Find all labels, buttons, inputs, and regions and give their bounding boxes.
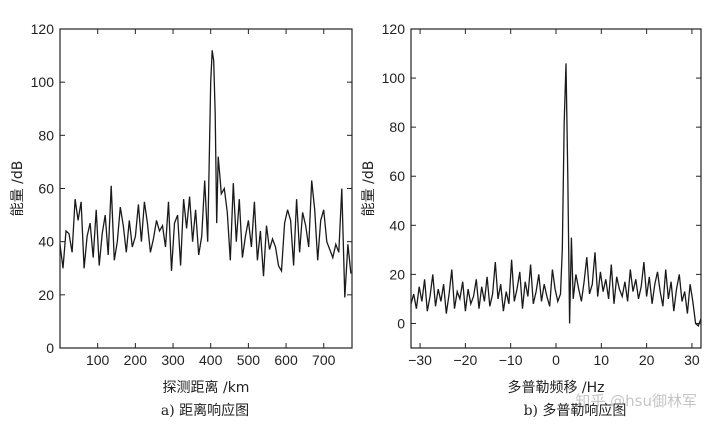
y-tick-label: 60: [38, 181, 54, 197]
watermark-text: 知乎 @hsu御林军: [575, 392, 697, 410]
x-tick-label: −10: [499, 352, 523, 368]
plot-frame: [410, 28, 702, 349]
data-series-line: [410, 63, 702, 328]
y-tick-label: 100: [382, 70, 406, 86]
y-tick-label: 80: [38, 127, 54, 143]
y-tick-label: 0: [46, 340, 54, 356]
x-tick-label: 20: [639, 352, 655, 368]
chart-panel-a: 0 20 40 60 80 100 120 100 200 300 400 500 600 700 探测距离…: [10, 21, 353, 419]
x-tick-label: 0: [552, 352, 560, 368]
y-axis-label: 能量 /dB: [361, 161, 377, 217]
y-tick-label: 120: [382, 21, 406, 37]
x-tick-label: −30: [408, 352, 432, 368]
x-tick-label: 700: [312, 352, 336, 368]
y-tick-label: 40: [38, 234, 54, 250]
y-tick-label: 120: [31, 21, 55, 37]
x-tick-label: 100: [86, 352, 110, 368]
y-tick-label: 100: [31, 74, 55, 90]
y-tick-label: 60: [389, 168, 405, 184]
x-tick-label: 10: [594, 352, 610, 368]
x-tick-label: 400: [199, 352, 223, 368]
y-tick-label: 0: [397, 315, 405, 331]
data-series-line: [59, 50, 352, 298]
x-axis-label: 多普勒频移 /Hz: [507, 379, 604, 396]
y-tick-label: 40: [389, 217, 405, 233]
x-axis-label: 探测距离 /km: [163, 379, 250, 396]
panel-caption: b) 多普勒响应图: [524, 402, 627, 419]
x-tick-label: 30: [684, 352, 700, 368]
chart-panel-b: 0 20 40 60 80 100 120 −30 −20 −10 0 10 20 30 多普勒频移 /Hz…: [361, 21, 702, 419]
plot-frame: [59, 28, 353, 349]
y-tick-label: 80: [389, 119, 405, 135]
panel-caption: a) 距离响应图: [161, 402, 249, 419]
y-tick-label: 20: [389, 266, 405, 282]
x-tick-label: 600: [274, 352, 298, 368]
x-tick-label: 300: [161, 352, 185, 368]
x-tick-label: −20: [454, 352, 478, 368]
x-tick-label: 200: [124, 352, 148, 368]
y-tick-label: 20: [38, 287, 54, 303]
y-axis-label: 能量 /dB: [10, 161, 26, 217]
x-tick-label: 500: [237, 352, 261, 368]
